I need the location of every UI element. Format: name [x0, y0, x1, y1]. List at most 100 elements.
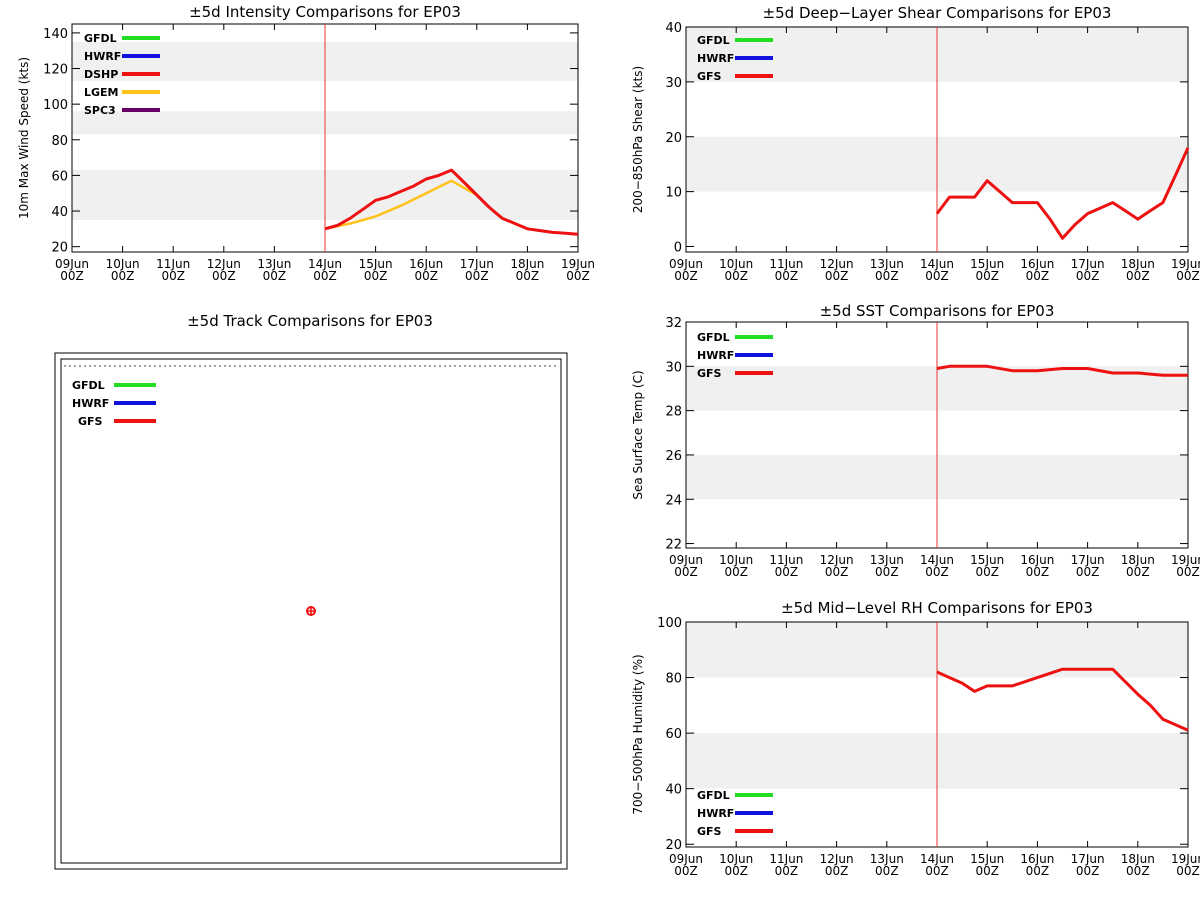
shear-xtick-hour: 00Z [724, 269, 748, 283]
sst-xtick-hour: 00Z [1176, 565, 1200, 579]
shear-xtick-hour: 00Z [875, 269, 899, 283]
shear-legend-label: GFDL [697, 34, 730, 47]
rh-xtick-day: 18Jun [1121, 852, 1155, 866]
sst-xtick-hour: 00Z [724, 565, 748, 579]
shear-title: ±5d Deep−Layer Shear Comparisons for EP0… [763, 4, 1112, 22]
shear-xtick-hour: 00Z [1026, 269, 1050, 283]
intensity-xtick-hour: 00Z [212, 269, 236, 283]
shear-series-gfs [935, 147, 1190, 240]
rh-xtick-day: 19Jun [1171, 852, 1200, 866]
rh-legend-label: HWRF [697, 807, 734, 820]
intensity-xtick-day: 17Jun [460, 257, 494, 271]
sst-xtick-day: 12Jun [820, 553, 854, 567]
rh-xtick-day: 17Jun [1071, 852, 1105, 866]
shear-ytick-label: 30 [665, 76, 682, 91]
shear-xtick-day: 14Jun [920, 257, 954, 271]
rh-xtick-hour: 00Z [674, 864, 698, 878]
rh-title: ±5d Mid−Level RH Comparisons for EP03 [781, 599, 1093, 617]
sst-xtick-day: 17Jun [1071, 553, 1105, 567]
intensity-ytick-label: 20 [51, 241, 68, 256]
shear-legend-label: HWRF [697, 52, 734, 65]
intensity-xtick-day: 12Jun [207, 257, 241, 271]
rh-ytick-label: 100 [657, 616, 682, 631]
rh-legend-label: GFDL [697, 789, 730, 802]
shear-ytick-label: 0 [674, 241, 682, 256]
rh-xtick-day: 14Jun [920, 852, 954, 866]
sst-ytick-label: 22 [665, 538, 682, 553]
intensity-xtick-hour: 00Z [263, 269, 287, 283]
rh-legend-label: GFS [697, 825, 722, 838]
shear-xtick-day: 09Jun [669, 257, 703, 271]
sst-title: ±5d SST Comparisons for EP03 [820, 302, 1055, 320]
shear-xtick-day: 15Jun [970, 257, 1004, 271]
sst-chart: ±5d SST Comparisons for EP03 22 24 26 28 30 32… [631, 302, 1200, 579]
shear-xtick-day: 18Jun [1121, 257, 1155, 271]
shear-xtick-hour: 00Z [975, 269, 999, 283]
shear-xtick-hour: 00Z [925, 269, 949, 283]
sst-xtick-day: 16Jun [1020, 553, 1054, 567]
shear-xtick-day: 11Jun [769, 257, 803, 271]
intensity-xtick-day: 15Jun [359, 257, 393, 271]
rh-ytick-label: 80 [665, 672, 682, 687]
shear-xtick-hour: 00Z [1126, 269, 1150, 283]
rh-ytick-label: 40 [665, 783, 682, 798]
rh-xtick-day: 15Jun [970, 852, 1004, 866]
intensity-xtick-day: 10Jun [106, 257, 140, 271]
sst-xtick-hour: 00Z [975, 565, 999, 579]
rh-xtick-hour: 00Z [875, 864, 899, 878]
sst-xtick-day: 15Jun [970, 553, 1004, 567]
sst-legend-label: HWRF [697, 349, 734, 362]
rh-xtick-hour: 00Z [975, 864, 999, 878]
intensity-series-dshp [324, 168, 579, 236]
sst-xtick-day: 09Jun [669, 553, 703, 567]
intensity-xtick-hour: 00Z [465, 269, 489, 283]
sst-xtick-hour: 00Z [1076, 565, 1100, 579]
rh-ylabel: 700−500hPa Humidity (%) [631, 654, 645, 814]
rh-xtick-hour: 00Z [1076, 864, 1100, 878]
rh-xtick-hour: 00Z [724, 864, 748, 878]
rh-xtick-hour: 00Z [925, 864, 949, 878]
rh-xtick-day: 12Jun [820, 852, 854, 866]
shear-xtick-day: 13Jun [870, 257, 904, 271]
track-legend-label: HWRF [72, 397, 109, 410]
rh-chart: ±5d Mid−Level RH Comparisons for EP03 20 4… [631, 599, 1200, 878]
shear-ytick-label: 20 [665, 131, 682, 146]
intensity-xtick-hour: 00Z [111, 269, 135, 283]
sst-xtick-day: 11Jun [769, 553, 803, 567]
sst-legend-label: GFDL [697, 331, 730, 344]
intensity-ytick-label: 40 [51, 205, 68, 220]
track-chart: ±5d Track Comparisons for EP03 GFDL HWRF GF… [54, 312, 568, 870]
sst-ytick-label: 30 [665, 360, 682, 375]
shear-ytick-label: 40 [665, 21, 682, 36]
intensity-legend-label: DSHP [84, 68, 118, 81]
sst-ytick-label: 26 [665, 449, 682, 464]
rh-xtick-day: 09Jun [669, 852, 703, 866]
shear-xtick-hour: 00Z [674, 269, 698, 283]
intensity-series-lgem [324, 179, 478, 231]
rh-xtick-hour: 00Z [1026, 864, 1050, 878]
intensity-ylabel: 10m Max Wind Speed (kts) [17, 57, 31, 219]
rh-xtick-hour: 00Z [1126, 864, 1150, 878]
intensity-xtick-day: 19Jun [561, 257, 595, 271]
intensity-legend-label: SPC3 [84, 104, 116, 117]
sst-xtick-day: 18Jun [1121, 553, 1155, 567]
intensity-xtick-hour: 00Z [161, 269, 185, 283]
track-title: ±5d Track Comparisons for EP03 [187, 312, 433, 330]
intensity-xtick-hour: 00Z [516, 269, 540, 283]
intensity-ytick-label: 100 [43, 98, 68, 113]
shear-ytick-label: 10 [665, 186, 682, 201]
intensity-xtick-hour: 00Z [414, 269, 438, 283]
sst-xtick-hour: 00Z [674, 565, 698, 579]
sst-xtick-day: 14Jun [920, 553, 954, 567]
sst-ylabel: Sea Surface Temp (C) [631, 370, 645, 499]
shear-chart: ±5d Deep−Layer Shear Comparisons for EP0… [631, 4, 1200, 283]
rh-xtick-hour: 00Z [775, 864, 799, 878]
shear-ylabel: 200−850hPa Shear (kts) [631, 66, 645, 213]
sst-xtick-hour: 00Z [1026, 565, 1050, 579]
sst-xtick-hour: 00Z [825, 565, 849, 579]
rh-xtick-day: 16Jun [1020, 852, 1054, 866]
shear-legend-label: GFS [697, 70, 722, 83]
sst-xtick-hour: 00Z [775, 565, 799, 579]
intensity-xtick-hour: 00Z [313, 269, 337, 283]
